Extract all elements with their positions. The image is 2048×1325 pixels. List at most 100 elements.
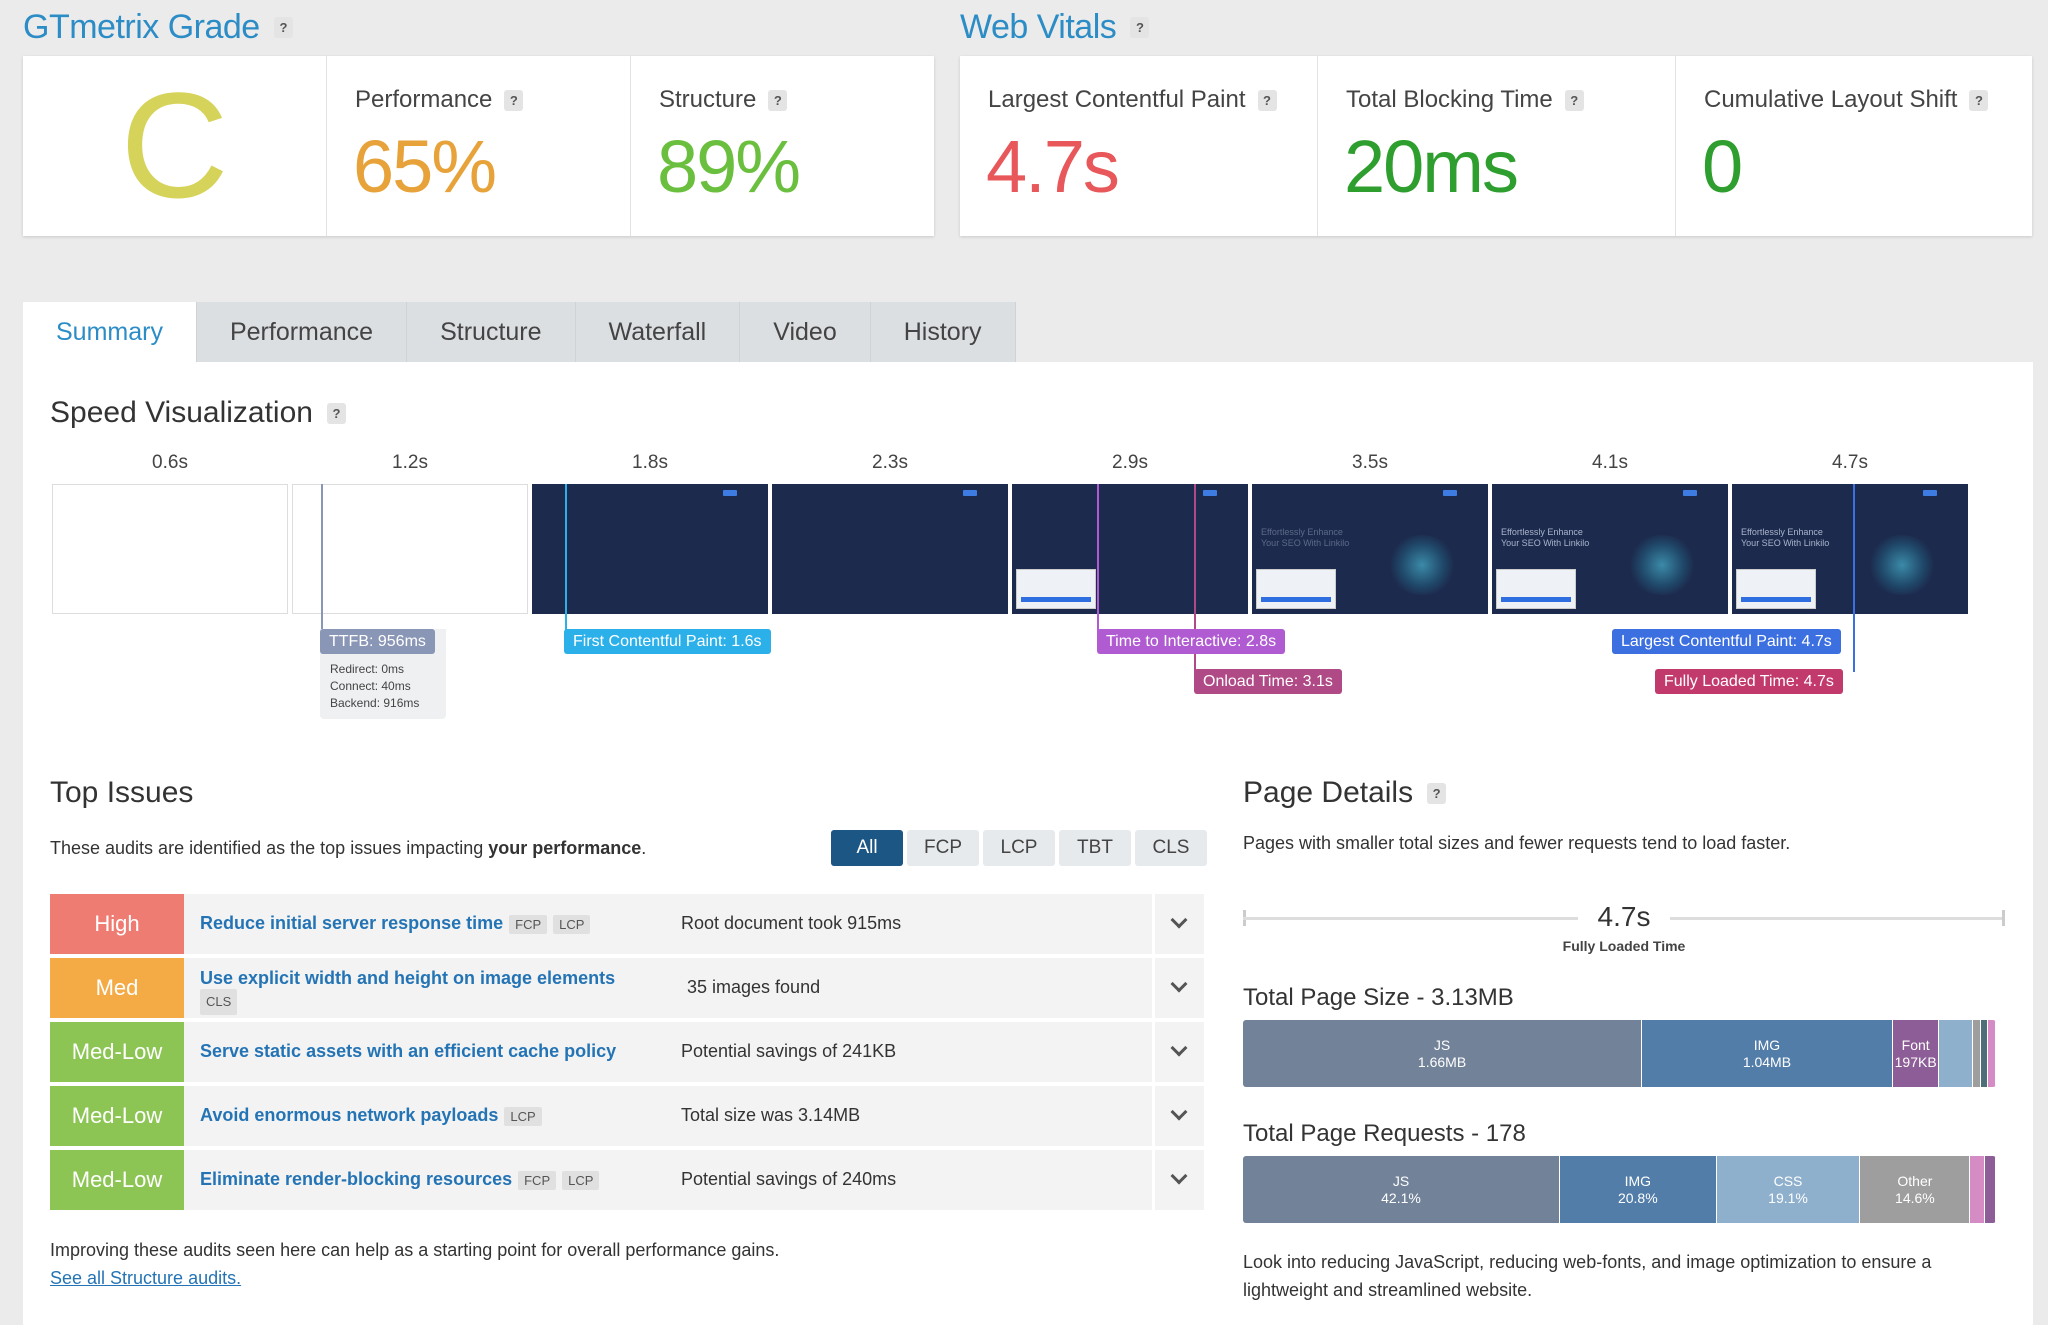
segment-value: 197KB xyxy=(1894,1053,1937,1070)
help-icon[interactable]: ? xyxy=(504,89,524,111)
issue-title: Serve static assets with an efficient ca… xyxy=(200,1041,616,1062)
lcp-marker[interactable]: Largest Contentful Paint: 4.7s xyxy=(1612,629,1841,654)
lcp-line xyxy=(1853,484,1855,672)
help-icon[interactable]: ? xyxy=(1969,89,1989,111)
structure-label-text: Structure xyxy=(659,86,757,113)
issue-row[interactable]: Med-Low Serve static assets with an effi… xyxy=(50,1022,1204,1082)
filter-fcp[interactable]: FCP xyxy=(907,830,979,866)
expand-button[interactable] xyxy=(1152,958,1204,1018)
issue-title-link[interactable]: Avoid enormous network payloads xyxy=(200,1105,499,1125)
issue-row[interactable]: Med-Low Eliminate render-blocking resour… xyxy=(50,1150,1204,1210)
structure-value: 89% xyxy=(657,125,801,208)
issue-title-link[interactable]: Reduce initial server response time xyxy=(200,913,504,933)
frame-time: 2.3s xyxy=(872,452,908,473)
frame-hero-text: Effortlessly Enhance Your SEO With Linki… xyxy=(1741,527,1830,548)
issue-title: Avoid enormous network payloads LCP xyxy=(200,1105,542,1126)
severity-badge: Med xyxy=(50,958,184,1018)
expand-button[interactable] xyxy=(1152,1022,1204,1082)
filter-all[interactable]: All xyxy=(831,830,903,866)
chevron-down-icon xyxy=(1170,911,1188,929)
frame-nav-button xyxy=(963,490,977,496)
grade-cell: C xyxy=(23,56,327,236)
filmstrip-frame[interactable] xyxy=(292,484,528,614)
help-icon[interactable]: ? xyxy=(1564,89,1584,111)
issue-row[interactable]: Med Use explicit width and height on ima… xyxy=(50,958,1204,1018)
tab-structure[interactable]: Structure xyxy=(407,302,576,362)
bar-segment xyxy=(1985,1156,1996,1223)
filmstrip-frame[interactable]: Effortlessly Enhance Your SEO With Linki… xyxy=(1732,484,1968,614)
filter-lcp[interactable]: LCP xyxy=(983,830,1055,866)
chip: CLS xyxy=(200,989,238,1015)
tab-summary[interactable]: Summary xyxy=(23,302,197,362)
frame-graphic xyxy=(1627,535,1697,595)
filmstrip-frame[interactable] xyxy=(1012,484,1248,614)
help-icon[interactable]: ? xyxy=(1427,782,1447,804)
help-icon[interactable]: ? xyxy=(1257,89,1277,111)
issue-detail: Potential savings of 241KB xyxy=(681,1041,897,1061)
tab-performance[interactable]: Performance xyxy=(196,302,408,362)
bar-segment: CSS 19.1% xyxy=(1716,1156,1861,1223)
fcp-line xyxy=(565,484,567,632)
tti-marker[interactable]: Time to Interactive: 2.8s xyxy=(1097,629,1286,654)
tab-video[interactable]: Video xyxy=(740,302,871,362)
report-tabs: Summary Performance Structure Waterfall … xyxy=(23,302,1016,362)
filmstrip-frame[interactable] xyxy=(772,484,1008,614)
issue-title-link[interactable]: Eliminate render-blocking resources xyxy=(200,1169,513,1189)
issue-filters: All FCP LCP TBT CLS xyxy=(831,830,1207,866)
issue-title-link[interactable]: Use explicit width and height on image e… xyxy=(200,968,616,988)
fcp-marker[interactable]: First Contentful Paint: 1.6s xyxy=(564,629,771,654)
segment-name: JS xyxy=(1392,1172,1410,1189)
performance-label-text: Performance xyxy=(355,86,493,113)
issue-title: Eliminate render-blocking resources FCP LC… xyxy=(200,1169,600,1190)
top-issues-desc: These audits are identified as the top i… xyxy=(50,838,646,859)
frame-time: 4.1s xyxy=(1592,452,1628,473)
page-requests-title: Total Page Requests - 178 xyxy=(1243,1120,1526,1147)
segment-value: 14.6% xyxy=(1895,1189,1935,1206)
chip: LCP xyxy=(562,1170,600,1190)
help-icon[interactable]: ? xyxy=(768,89,788,111)
segment-name: CSS xyxy=(1773,1172,1803,1189)
fully-loaded-marker[interactable]: Fully Loaded Time: 4.7s xyxy=(1655,669,1843,694)
filmstrip-frame[interactable] xyxy=(52,484,288,614)
severity-badge: Med-Low xyxy=(50,1022,184,1082)
help-icon[interactable]: ? xyxy=(273,17,293,38)
help-icon[interactable]: ? xyxy=(1130,17,1150,38)
onload-marker[interactable]: Onload Time: 3.1s xyxy=(1194,669,1342,694)
tab-waterfall[interactable]: Waterfall xyxy=(575,302,741,362)
filter-cls[interactable]: CLS xyxy=(1135,830,1207,866)
ttfb-marker[interactable]: TTFB: 956ms xyxy=(320,629,435,654)
filmstrip-frame[interactable]: Effortlessly Enhance Your SEO With Linki… xyxy=(1252,484,1488,614)
filmstrip-frame[interactable]: Effortlessly Enhance Your SEO With Linki… xyxy=(1492,484,1728,614)
performance-cell: Performance ? 65% xyxy=(327,56,631,236)
issue-detail: Potential savings of 240ms xyxy=(681,1169,897,1189)
frame-time: 0.6s xyxy=(152,452,188,473)
tbt-value: 20ms xyxy=(1344,125,1519,208)
expand-button[interactable] xyxy=(1152,894,1204,954)
ttfb-connect: Connect: 40ms xyxy=(330,679,411,693)
expand-button[interactable] xyxy=(1152,1150,1204,1210)
cls-cell: Cumulative Layout Shift ? 0 xyxy=(1676,56,2032,236)
chevron-down-icon xyxy=(1170,1167,1188,1185)
issue-title: Reduce initial server response time FCP LC… xyxy=(200,913,591,934)
frame-nav-button xyxy=(1683,490,1697,496)
frame-time: 2.9s xyxy=(1112,452,1148,473)
segment-value: 1.04MB xyxy=(1742,1053,1792,1070)
structure-label: Structure ? xyxy=(659,86,788,114)
structure-audits-link[interactable]: See all Structure audits. xyxy=(50,1268,242,1288)
tab-history[interactable]: History xyxy=(870,302,1016,362)
help-icon[interactable]: ? xyxy=(326,402,346,424)
filter-tbt[interactable]: TBT xyxy=(1059,830,1131,866)
issue-row[interactable]: Med-Low Avoid enormous network payloads L… xyxy=(50,1086,1204,1146)
frame-time: 4.7s xyxy=(1832,452,1868,473)
frame-nav-button xyxy=(1443,490,1457,496)
issue-title-link[interactable]: Serve static assets with an efficient ca… xyxy=(200,1041,617,1061)
expand-button[interactable] xyxy=(1152,1086,1204,1146)
vitals-title: Web Vitals ? xyxy=(960,8,1150,47)
chevron-down-icon xyxy=(1170,1103,1188,1121)
lcp-label-text: Largest Contentful Paint xyxy=(988,86,1246,113)
frame-popup xyxy=(1496,569,1576,609)
issue-row[interactable]: High Reduce initial server response time… xyxy=(50,894,1204,954)
issues-footer: Improving these audits seen here can hel… xyxy=(50,1240,780,1260)
filmstrip-frame[interactable] xyxy=(532,484,768,614)
desc-prefix: These audits are identified as the top i… xyxy=(50,838,489,858)
